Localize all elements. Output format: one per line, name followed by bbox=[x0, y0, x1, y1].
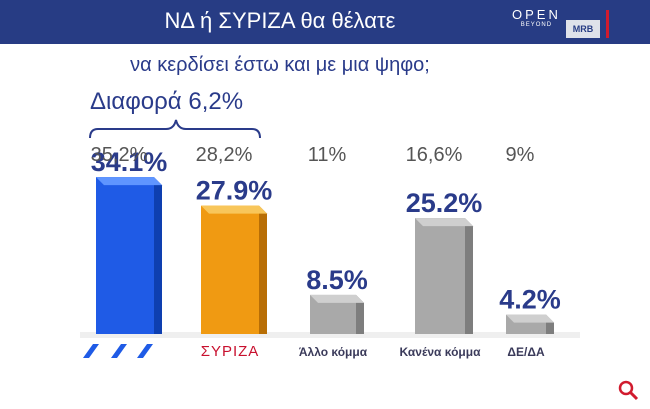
open-logo-sub: BEYOND bbox=[520, 22, 553, 28]
header-bar: ΝΔ ή ΣΥΡΙΖΑ θα θέλατε OPEN BEYOND MRB bbox=[0, 0, 650, 44]
bar-side-2 bbox=[356, 294, 364, 334]
bar-top-1 bbox=[201, 205, 267, 214]
bar-side-3 bbox=[465, 218, 473, 334]
previous-label-1: 28,2% bbox=[196, 144, 253, 166]
value-label-0: 34.1% bbox=[91, 147, 168, 177]
category-label-2: Άλλο κόμμα bbox=[299, 345, 368, 359]
mrb-logo: MRB bbox=[566, 20, 600, 38]
bar-top-4 bbox=[506, 314, 554, 323]
search-icon bbox=[618, 380, 639, 401]
value-label-1: 27.9% bbox=[196, 176, 273, 206]
open-logo: OPEN BEYOND bbox=[512, 8, 561, 29]
bar-top-0 bbox=[96, 177, 162, 186]
bar-top-3 bbox=[415, 218, 473, 227]
syriza-logo-icon: ΣΥΡΙΖΑ bbox=[201, 343, 260, 360]
category-label-4: ΔΕ/ΔΑ bbox=[507, 345, 545, 359]
bar-1 bbox=[201, 205, 259, 334]
bar-3 bbox=[415, 218, 465, 334]
bar-side-0 bbox=[154, 177, 162, 334]
previous-label-3: 16,6% bbox=[406, 144, 463, 166]
nd-logo-part-2 bbox=[111, 344, 127, 358]
bar-side-1 bbox=[259, 205, 267, 334]
value-label-2: 8.5% bbox=[306, 265, 368, 295]
chart-floor bbox=[80, 332, 580, 338]
difference-brace bbox=[89, 119, 261, 139]
header-title: ΝΔ ή ΣΥΡΙΖΑ θα θέλατε bbox=[164, 8, 396, 33]
open-logo-text: OPEN bbox=[512, 7, 561, 22]
bar-0 bbox=[96, 177, 154, 334]
value-label-3: 25.2% bbox=[406, 188, 483, 218]
previous-label-4: 9% bbox=[506, 144, 535, 166]
header-accent bbox=[606, 10, 609, 38]
previous-label-0: 35,2% bbox=[91, 144, 148, 166]
category-label-3: Κανένα κόμμα bbox=[400, 345, 482, 359]
previous-label-2: 11% bbox=[308, 144, 347, 166]
value-label-4: 4.2% bbox=[499, 285, 561, 315]
difference-label: Διαφορά 6,2% bbox=[90, 88, 244, 115]
nd-logo-icon bbox=[83, 344, 99, 358]
subtitle: να κερδίσει έστω και με μια ψηφο; bbox=[130, 54, 430, 76]
nd-logo-part-3 bbox=[137, 344, 153, 358]
bar-top-2 bbox=[310, 294, 364, 303]
